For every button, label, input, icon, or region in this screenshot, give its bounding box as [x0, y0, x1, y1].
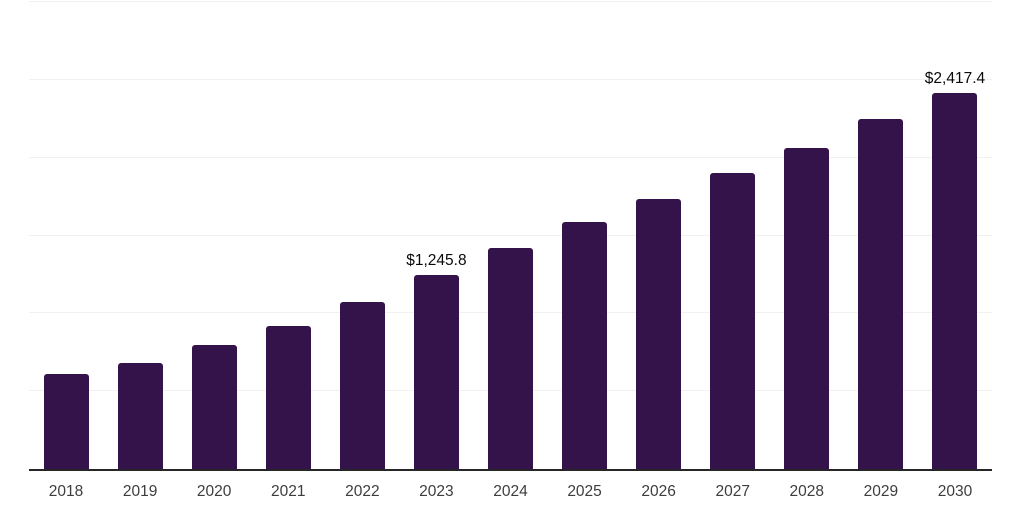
bar-2021 — [265, 325, 311, 469]
x-tick-label-2024: 2024 — [493, 483, 528, 500]
bar-2023 — [413, 275, 459, 469]
x-tick-label-2021: 2021 — [271, 483, 306, 500]
x-tick-label-2025: 2025 — [567, 483, 602, 500]
bar-2028 — [784, 147, 830, 469]
x-tick-label-2030: 2030 — [937, 483, 973, 500]
gridline — [29, 78, 992, 80]
x-tick-label-2023: 2023 — [419, 483, 454, 500]
x-tick-label-2027: 2027 — [715, 483, 750, 500]
gridline — [29, 1, 992, 2]
plot-area: $1,245.8 $2,417.4 — [29, 1, 992, 471]
bar-2019 — [117, 363, 163, 469]
bar-2024 — [488, 247, 533, 469]
x-tick-label-2019: 2019 — [122, 483, 158, 500]
x-tick-label-2020: 2020 — [196, 483, 232, 500]
x-tick-label-2022: 2022 — [345, 483, 380, 500]
x-tick-label-2029: 2029 — [863, 483, 899, 500]
x-tick-label-2018: 2018 — [48, 483, 84, 500]
bar-2020 — [191, 345, 237, 469]
bar-2029 — [858, 118, 904, 469]
data-label-2030: $2,417.4 — [924, 69, 986, 87]
bar-2026 — [636, 198, 682, 469]
gridline — [29, 156, 992, 158]
bar-2025 — [562, 221, 608, 469]
bar-2030 — [932, 92, 978, 469]
gridline — [29, 234, 992, 236]
bar-2022 — [339, 302, 385, 469]
x-tick-label-2026: 2026 — [641, 483, 676, 500]
data-label-2023: $1,245.8 — [406, 252, 467, 270]
x-axis-line — [29, 469, 992, 471]
bar-2027 — [710, 173, 756, 469]
x-tick-label-2028: 2028 — [789, 483, 825, 500]
bar-2018 — [43, 374, 89, 469]
